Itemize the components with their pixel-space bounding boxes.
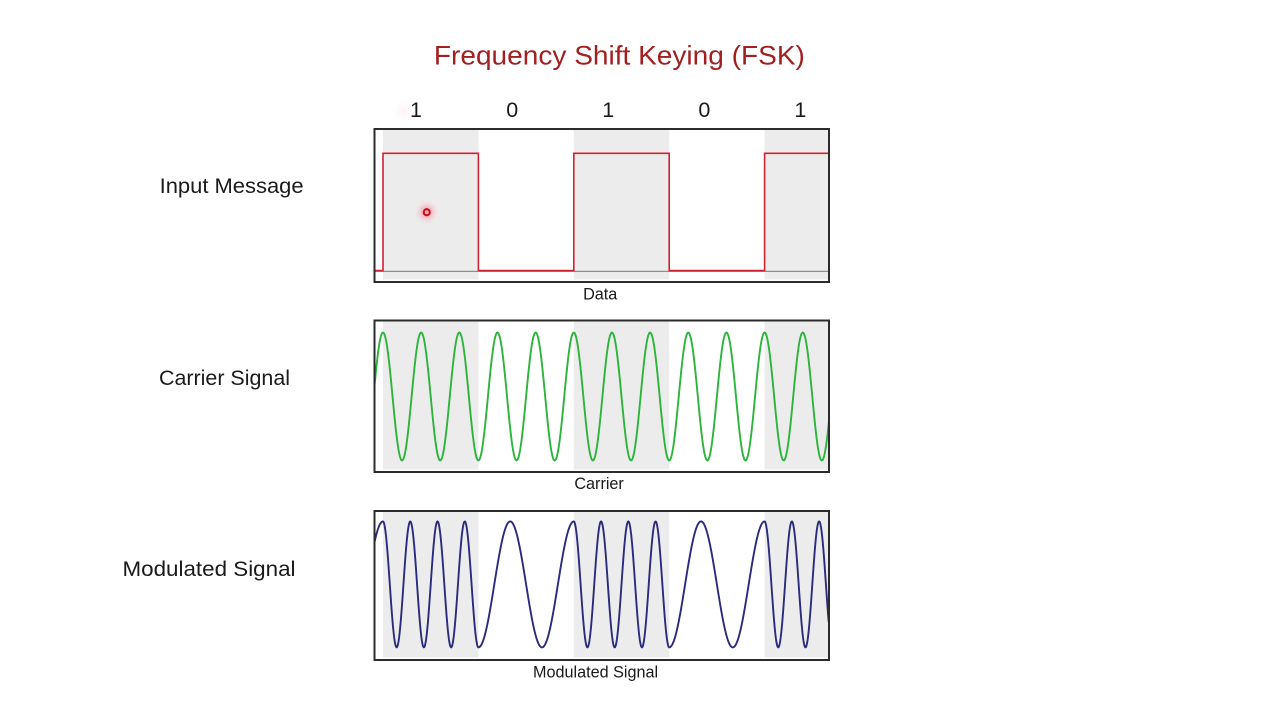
svg-text:Data: Data <box>583 285 617 303</box>
svg-text:Carrier: Carrier <box>574 475 624 493</box>
svg-text:0: 0 <box>506 98 518 122</box>
svg-text:Carrier Signal: Carrier Signal <box>159 366 290 390</box>
svg-text:1: 1 <box>794 98 806 122</box>
svg-text:Input Message: Input Message <box>160 174 304 198</box>
svg-text:Frequency Shift Keying (FSK): Frequency Shift Keying (FSK) <box>434 40 805 70</box>
svg-text:0: 0 <box>698 98 710 122</box>
svg-text:Modulated Signal: Modulated Signal <box>533 663 658 681</box>
svg-text:1: 1 <box>602 98 614 122</box>
svg-text:Modulated Signal: Modulated Signal <box>123 557 296 581</box>
